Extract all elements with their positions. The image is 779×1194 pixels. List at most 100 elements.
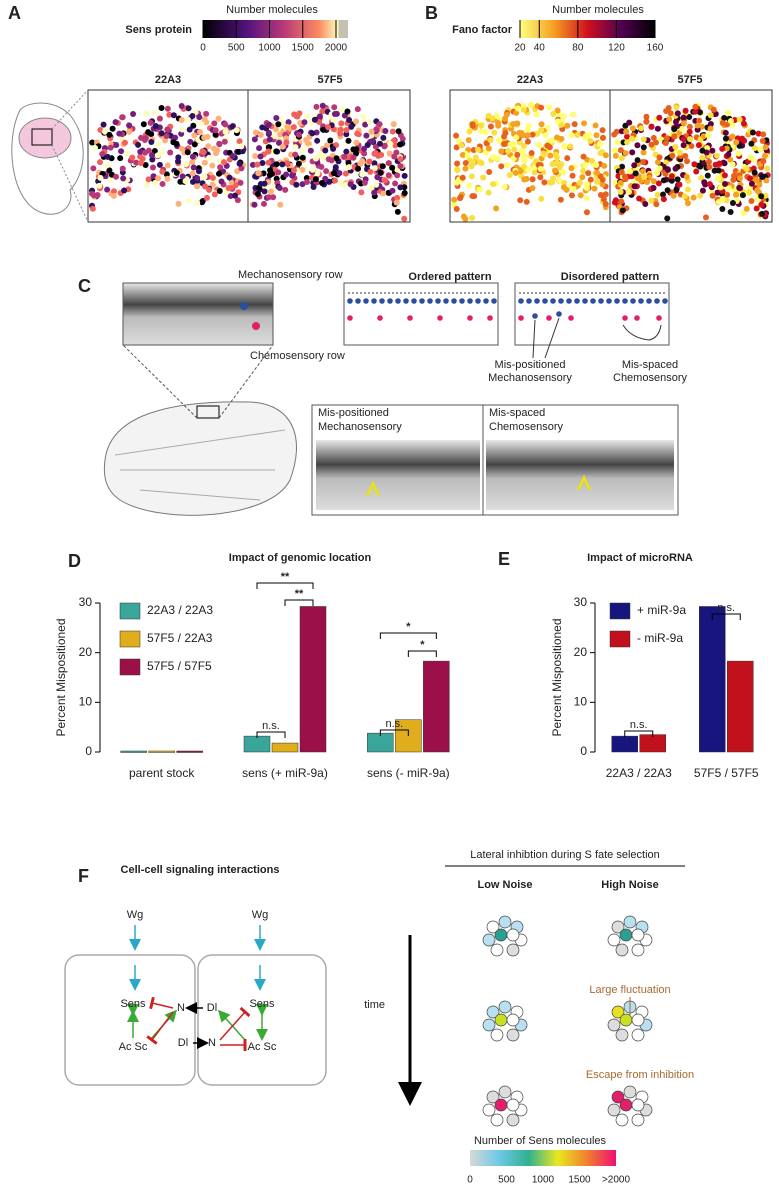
cell-dot [485,189,492,196]
cell-dot [596,140,603,147]
cell [506,943,520,957]
cell-dot [643,113,650,120]
cell-dot [126,122,133,129]
cell-dot [129,154,136,161]
cell-dot [725,151,732,158]
cell-dot [721,172,728,179]
legend-swatch [119,658,141,676]
cell-dot [501,133,508,140]
cell-dot [191,141,198,148]
bar [243,735,271,753]
cell-dot [320,126,327,133]
cell [197,954,327,1086]
bar [299,606,327,753]
cell-dot [639,168,646,175]
cell-dot [719,205,726,212]
cell-dot [135,141,142,148]
cell-dot [697,192,704,199]
cell-dot [359,158,366,165]
cell-dot [617,147,624,154]
cell-dot [719,145,726,152]
cell [506,1028,520,1042]
cell-dot [103,162,110,169]
cell-dot [458,142,465,149]
cell [623,915,637,929]
cell-dot [611,131,618,138]
cell-dot [760,158,767,165]
cell-dot [672,143,679,150]
cell-dot [622,150,629,157]
cell-dot [615,173,622,180]
cell-dot [318,180,325,187]
cell-dot [597,192,604,199]
cell-dot [202,183,209,190]
mechano-dot [646,298,652,304]
cell-dot [92,144,99,151]
cell-dot [205,143,212,150]
mechano-dot [556,311,562,317]
cell-dot [217,164,224,171]
cell-dot [342,170,349,177]
cell-dot [682,152,689,159]
cell-dot [265,148,272,155]
cell-dot [513,134,520,141]
cell-dot [672,118,679,125]
cell-dot [588,157,595,164]
cell-dot [521,154,528,161]
cell-dot [629,149,636,156]
cell-dot [374,174,381,181]
cell-dot [725,109,732,116]
cell-dot [464,152,471,159]
cell-dot [164,162,171,169]
cell-dot [494,155,501,162]
cell-dot [618,155,625,162]
cell-dot [612,152,619,159]
cell-dot [612,147,619,154]
cell-dot [585,131,592,138]
label: Chemosensory [489,421,563,433]
colorbar-label: Fano factor [452,24,513,36]
cell-dot [570,185,577,192]
cell-dot [265,122,272,129]
cell-dot [389,187,396,194]
cell-dot [529,176,536,183]
cell-dot [540,150,547,157]
legend-label: 57F5 / 22A3 [147,631,213,645]
cell-dot [283,139,290,146]
cell [607,1103,621,1117]
cell-dot [669,152,676,159]
cell-dot [397,141,404,148]
cell-dot [582,161,589,168]
mechano-dot [459,298,465,304]
cell-dot [740,209,747,216]
cell-dot [673,104,680,111]
cell [498,915,512,929]
cell-dot [709,192,716,199]
cell-dot [692,103,699,110]
cell-dot [660,191,667,198]
cell-dot [524,132,531,139]
cell-dot [149,152,156,159]
y-tick-label: 20 [574,645,588,659]
cell-dot [644,179,651,186]
cell-dot [688,143,695,150]
cell-dot [346,116,353,123]
cell-dot [331,177,338,184]
cell-dot [495,137,502,144]
cell-dot [331,104,338,111]
cell-dot [707,125,714,132]
cell [631,928,645,942]
cell-dot [359,171,366,178]
pattern-title: Disordered pattern [561,271,660,283]
cell-dot [118,148,125,155]
cell [490,943,504,957]
cell [494,1013,508,1027]
cell-dot [686,128,693,135]
cell-dot [478,160,485,167]
cell-dot [394,208,401,215]
cell-dot [739,135,746,142]
node-label: Ac Sc [119,1041,148,1053]
cell-dot [296,110,303,117]
cell-dot [677,149,684,156]
cell-dot [344,108,351,115]
